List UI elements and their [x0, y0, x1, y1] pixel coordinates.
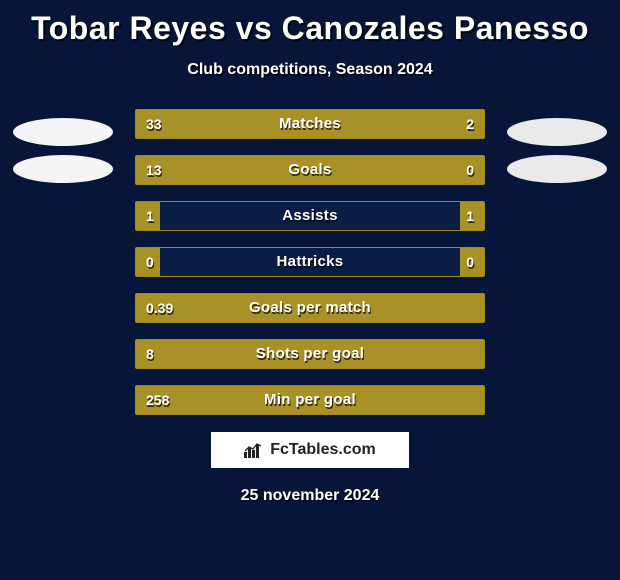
stat-label: Assists: [136, 202, 484, 230]
stat-label: Goals per match: [136, 294, 484, 322]
stat-label: Goals: [136, 156, 484, 184]
avatar-right-1: [507, 155, 607, 183]
stat-label: Shots per goal: [136, 340, 484, 368]
avatar-column-left: [8, 109, 118, 192]
chart-icon: [244, 442, 264, 458]
stat-bars: 332Matches 130Goals 11Assists 00Hattricks 0.…: [135, 109, 485, 415]
stat-label: Hattricks: [136, 248, 484, 276]
page-subtitle: Club competitions, Season 2024: [0, 61, 620, 79]
stat-label: Min per goal: [136, 386, 484, 414]
avatar-left-0: [13, 118, 113, 146]
stat-row-matches: 332Matches: [135, 109, 485, 139]
avatar-column-right: [502, 109, 612, 192]
stat-row-shots-per-goal: 8Shots per goal: [135, 339, 485, 369]
attribution-badge: FcTables.com: [210, 431, 410, 469]
date-label: 25 november 2024: [0, 487, 620, 505]
stat-row-min-per-goal: 258Min per goal: [135, 385, 485, 415]
comparison-chart: 332Matches 130Goals 11Assists 00Hattricks 0.…: [0, 109, 620, 415]
stat-row-goals: 130Goals: [135, 155, 485, 185]
avatar-left-1: [13, 155, 113, 183]
attribution-text: FcTables.com: [270, 441, 376, 459]
stat-row-hattricks: 00Hattricks: [135, 247, 485, 277]
stat-label: Matches: [136, 110, 484, 138]
avatar-right-0: [507, 118, 607, 146]
page-title: Tobar Reyes vs Canozales Panesso: [0, 0, 620, 47]
stat-row-goals-per-match: 0.39Goals per match: [135, 293, 485, 323]
stat-row-assists: 11Assists: [135, 201, 485, 231]
